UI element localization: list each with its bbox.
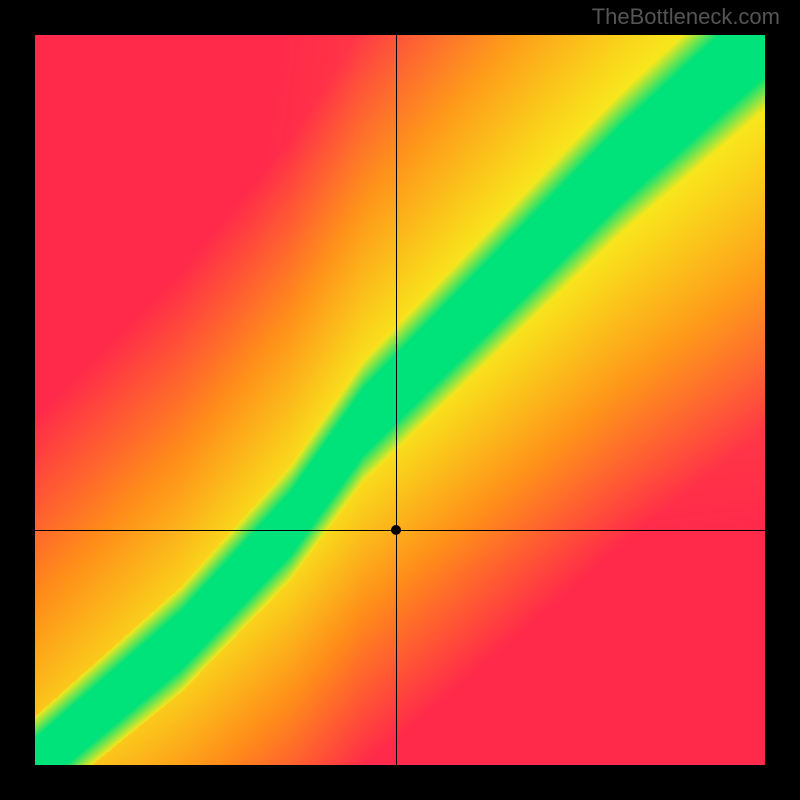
heatmap-canvas: [35, 35, 765, 765]
crosshair-vertical: [396, 35, 397, 765]
plot-area: [35, 35, 765, 765]
chart-container: TheBottleneck.com: [0, 0, 800, 800]
watermark-text: TheBottleneck.com: [592, 4, 780, 30]
crosshair-marker: [391, 525, 401, 535]
